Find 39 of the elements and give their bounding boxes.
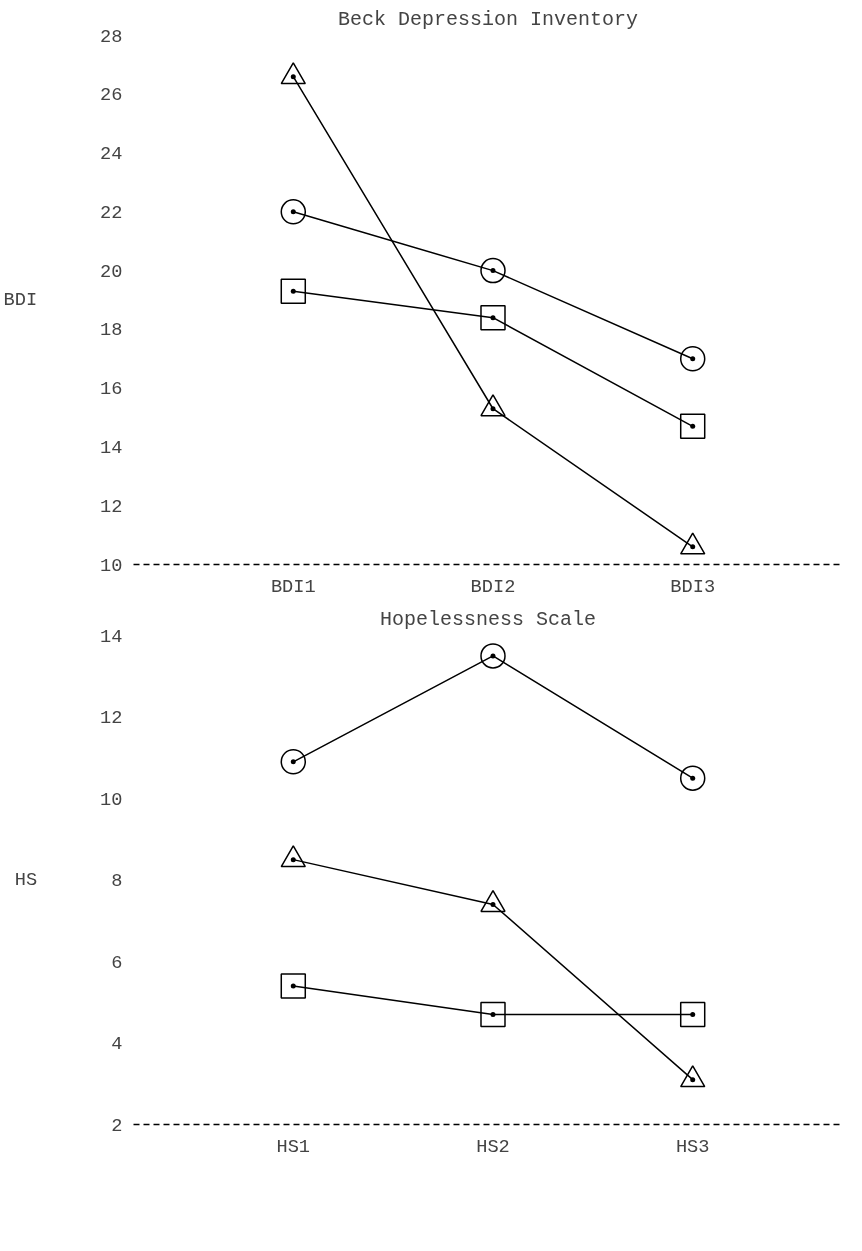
y-tick-label: 10	[100, 554, 123, 577]
y-tick-label: 2	[111, 1114, 123, 1137]
point	[280, 973, 307, 999]
y-tick-label: 24	[100, 143, 123, 166]
y-tick-label: 28	[100, 25, 123, 48]
y-tick-label: 8	[111, 870, 123, 892]
y-tick-label: 22	[100, 201, 123, 224]
y-tick-label: 10	[100, 788, 123, 811]
point	[280, 749, 307, 775]
point	[480, 304, 506, 331]
x-tick-label: BDI3	[670, 575, 716, 598]
y-tick-label: 16	[100, 378, 123, 401]
point	[280, 278, 307, 304]
y-tick-label: 12	[100, 707, 123, 729]
y-tick-label: 6	[111, 951, 123, 974]
y-tick-label: 26	[100, 84, 123, 107]
x-tick-label: HS3	[675, 1135, 710, 1158]
point	[480, 643, 506, 669]
point	[280, 199, 307, 225]
chart-title: Hopelessness Scale	[379, 607, 597, 631]
point	[679, 1001, 706, 1028]
x-tick-label: BDI2	[470, 575, 516, 598]
point	[679, 413, 706, 440]
y-axis-title: HS	[14, 869, 38, 891]
x-tick-label: BDI1	[270, 575, 316, 598]
y-tick-label: 4	[111, 1033, 123, 1055]
chart-title: Beck Depression Inventory	[337, 7, 639, 31]
point	[679, 765, 706, 791]
y-axis-title: BDI	[3, 289, 38, 311]
y-tick-label: 20	[100, 260, 123, 283]
x-tick-label: HS1	[276, 1135, 311, 1158]
y-tick-label: 12	[100, 495, 123, 518]
point	[480, 257, 506, 284]
y-tick-label: 18	[100, 319, 123, 342]
x-tick-label: HS2	[476, 1135, 510, 1158]
y-tick-label: 14	[100, 625, 123, 648]
point	[480, 1001, 506, 1028]
y-tick-label: 14	[100, 436, 123, 459]
point	[679, 346, 706, 372]
